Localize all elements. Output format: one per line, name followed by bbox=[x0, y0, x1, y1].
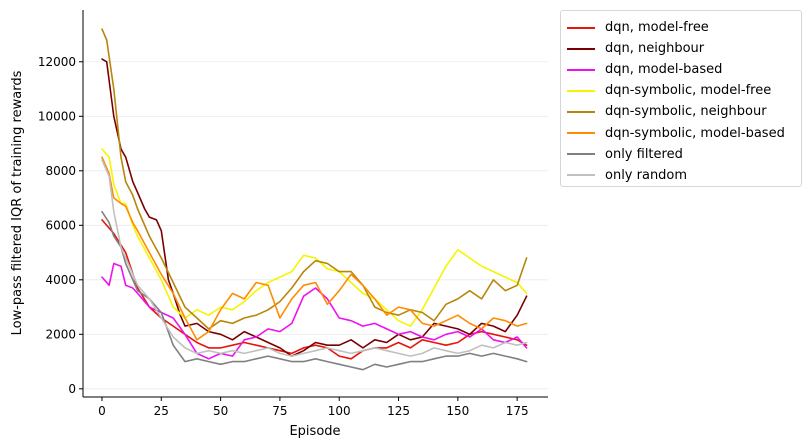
grid-lines bbox=[83, 61, 548, 390]
legend-swatch bbox=[567, 68, 595, 71]
series-line-5 bbox=[101, 156, 528, 341]
legend-swatch bbox=[567, 174, 595, 177]
y-tick-label-0: 0 bbox=[68, 382, 76, 396]
legend-label: dqn-symbolic, model-free bbox=[605, 83, 772, 99]
legend-label: dqn-symbolic, neighbour bbox=[605, 104, 767, 120]
legend-item: dqn-symbolic, model-based bbox=[567, 122, 801, 143]
x-tick-label-2: 50 bbox=[213, 404, 228, 418]
legend-label: dqn-symbolic, model-based bbox=[605, 125, 785, 141]
x-tick-label-1: 25 bbox=[154, 404, 169, 418]
axes: 0 25 50 75 100 125 150 175 0 2000 4000 6000 8000 1000… bbox=[38, 10, 548, 418]
legend-label: only random bbox=[605, 167, 688, 183]
legend-swatch bbox=[567, 89, 595, 92]
legend-item: dqn, model-free bbox=[567, 17, 801, 38]
legend-swatch bbox=[567, 26, 595, 29]
legend-item: only random bbox=[567, 165, 801, 186]
series-line-7 bbox=[101, 159, 528, 357]
legend-item: dqn, neighbour bbox=[567, 38, 801, 59]
series-line-4 bbox=[101, 28, 528, 330]
legend-swatch bbox=[567, 47, 595, 50]
y-tick-label-5: 10000 bbox=[38, 109, 76, 123]
legend-swatch bbox=[567, 110, 595, 113]
series-line-6 bbox=[101, 210, 528, 371]
legend: dqn, model-free dqn, neighbour dqn, model-… bbox=[560, 10, 802, 187]
x-tick-label-6: 150 bbox=[446, 404, 469, 418]
legend-label: dqn, neighbour bbox=[605, 41, 705, 57]
series-line-0 bbox=[101, 219, 528, 360]
legend-label: dqn, model-based bbox=[605, 62, 723, 78]
series-line-1 bbox=[101, 58, 528, 357]
series-line-3 bbox=[101, 148, 528, 327]
x-tick-label-7: 175 bbox=[506, 404, 529, 418]
x-tick-label-4: 100 bbox=[328, 404, 351, 418]
x-tick-label-5: 125 bbox=[387, 404, 410, 418]
y-tick-label-2: 4000 bbox=[45, 273, 76, 287]
legend-item: dqn-symbolic, model-free bbox=[567, 80, 801, 101]
series-line-2 bbox=[101, 262, 528, 360]
y-axis-label: Low-pass filtered IQR of training reward… bbox=[10, 70, 25, 335]
legend-item: dqn-symbolic, neighbour bbox=[567, 101, 801, 122]
y-tick-label-4: 8000 bbox=[45, 164, 76, 178]
x-axis-label: Episode bbox=[289, 424, 340, 439]
y-tick-label-6: 12000 bbox=[38, 55, 76, 69]
legend-item: only filtered bbox=[567, 144, 801, 165]
y-tick-label-3: 6000 bbox=[45, 218, 76, 232]
legend-label: only filtered bbox=[605, 146, 683, 162]
legend-swatch bbox=[567, 153, 595, 156]
series-lines bbox=[101, 28, 528, 371]
y-tick-label-1: 2000 bbox=[45, 327, 76, 341]
legend-item: dqn, model-based bbox=[567, 59, 801, 80]
x-tick-label-0: 0 bbox=[98, 404, 106, 418]
legend-swatch bbox=[567, 132, 595, 135]
x-tick-label-3: 75 bbox=[272, 404, 287, 418]
legend-label: dqn, model-free bbox=[605, 20, 709, 36]
